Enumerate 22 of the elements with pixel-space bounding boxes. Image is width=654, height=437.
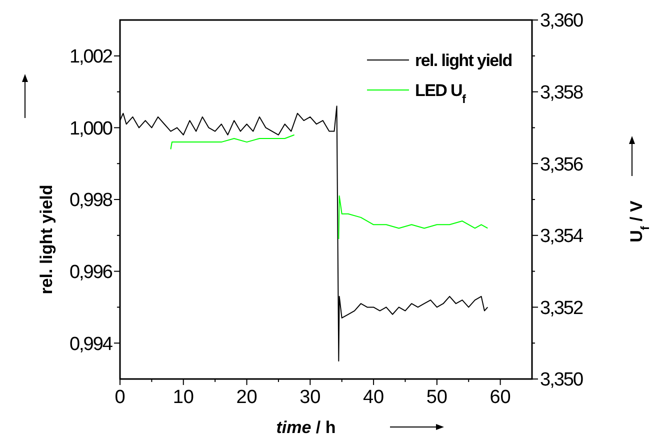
legend-label: rel. light yield (415, 50, 512, 70)
x-tick-label: 60 (490, 387, 511, 408)
legend-label: LED U$_{f}$ (415, 80, 466, 106)
x-axis-title: time / h (276, 418, 336, 437)
y2-tick-label: 3,352 (540, 298, 583, 319)
y2-tick-label: 3,354 (540, 226, 584, 248)
y2-tick-label: 3,360 (540, 10, 583, 32)
y2-tick-label: 3,356 (540, 154, 583, 176)
x-tick-label: 40 (362, 387, 384, 408)
y2-tick-label: 3,358 (540, 82, 583, 104)
y-tick-label: 1,002 (69, 46, 112, 68)
x-tick-label: 0 (114, 387, 126, 408)
y2-tick-label: 3,350 (540, 370, 583, 391)
y-tick-label: 0,994 (69, 334, 114, 355)
y-tick-label: 0,996 (69, 262, 112, 283)
x-tick-label: 20 (236, 387, 258, 408)
y-tick-label: 0,998 (69, 190, 112, 212)
x-tick-label: 10 (172, 387, 194, 408)
y-tick-label: 1,000 (69, 118, 112, 140)
y-axis-title: rel. light yield (37, 184, 56, 294)
x-tick-label: 50 (426, 387, 448, 408)
x-tick-label: 30 (300, 387, 321, 408)
